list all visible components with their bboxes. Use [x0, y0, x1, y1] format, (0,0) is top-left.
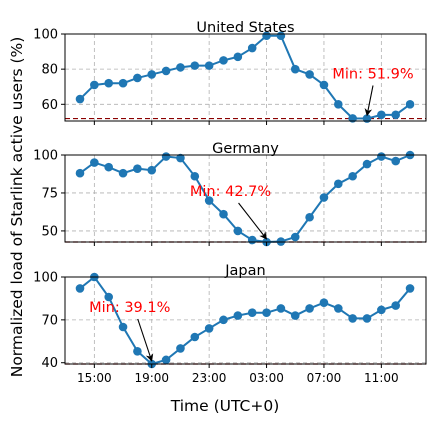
- data-point: [362, 314, 372, 323]
- data-point: [233, 52, 243, 62]
- data-point: [377, 110, 386, 120]
- data-point: [204, 61, 214, 70]
- y-tick-label: 40: [41, 356, 58, 371]
- panel-title: Germany: [212, 141, 279, 157]
- data-point: [247, 43, 257, 53]
- min-annotation-arrow: [137, 318, 154, 362]
- series-line: [79, 275, 411, 366]
- data-point: [161, 355, 171, 365]
- data-point: [190, 332, 200, 342]
- data-point: [362, 159, 372, 169]
- axes-frame: [64, 154, 427, 243]
- x-tick-label: 07:00: [307, 371, 342, 385]
- data-point: [247, 235, 257, 245]
- data-point: [290, 64, 300, 74]
- data-point: [118, 168, 128, 178]
- data-point: [319, 80, 329, 90]
- data-point: [118, 78, 128, 88]
- min-annotation-label: Min: 42.7%: [190, 184, 271, 200]
- axes-frame: [64, 276, 427, 365]
- data-point: [262, 308, 271, 318]
- data-point: [377, 152, 386, 161]
- data-point: [290, 311, 300, 320]
- data-point: [319, 298, 329, 308]
- min-annotation-arrow: [364, 85, 374, 117]
- data-point: [90, 158, 99, 167]
- data-point: [219, 56, 228, 65]
- data-point: [348, 171, 357, 181]
- min-annotation-label: Min: 39.1%: [89, 300, 170, 316]
- data-point: [176, 63, 185, 72]
- data-point: [147, 165, 157, 175]
- data-point: [391, 301, 401, 310]
- chart-panels: 60 80 100 United States Min: 51.9% 50 75 100 Ger…: [33, 20, 427, 385]
- data-point: [75, 94, 85, 104]
- panel-japan: 40 70 100 15:00 19:00 23:00 03:00 07:00 11:00 Jap…: [33, 263, 427, 385]
- y-tick-label: 80: [41, 63, 58, 78]
- panel-united-states: 60 80 100 United States Min: 51.9%: [33, 20, 427, 125]
- data-point: [405, 100, 415, 109]
- y-tick-label: 100: [33, 271, 58, 286]
- data-point: [176, 344, 185, 353]
- x-tick-label: 11:00: [364, 371, 399, 385]
- data-point: [75, 168, 85, 178]
- data-point: [305, 304, 314, 313]
- data-point: [190, 61, 200, 70]
- data-point: [334, 304, 343, 313]
- y-tick-label: 50: [41, 224, 58, 239]
- data-point: [133, 164, 142, 173]
- panel-title: Japan: [224, 263, 265, 279]
- data-point: [405, 284, 415, 293]
- data-point: [161, 152, 171, 161]
- data-point: [219, 315, 228, 325]
- data-point: [319, 193, 329, 202]
- y-axis-label: Normalized load of Starlink active users…: [8, 37, 26, 378]
- data-point: [204, 324, 214, 333]
- data-point: [161, 66, 171, 76]
- data-point: [90, 80, 99, 90]
- min-annotation-arrow: [238, 202, 268, 240]
- panel-title: United States: [196, 20, 294, 36]
- y-tick-label: 100: [33, 28, 58, 43]
- y-tick-label: 100: [33, 149, 58, 164]
- data-point: [348, 314, 357, 323]
- data-point: [305, 70, 314, 79]
- panel-germany: 50 75 100 Germany Min: 42.7%: [33, 141, 427, 247]
- data-point: [391, 156, 401, 166]
- x-tick-label: 19:00: [134, 371, 169, 385]
- data-point: [233, 311, 243, 320]
- data-point: [176, 153, 185, 163]
- y-tick-label: 75: [41, 186, 58, 201]
- data-point: [104, 162, 113, 172]
- data-point: [133, 346, 142, 356]
- data-point: [219, 209, 228, 219]
- data-point: [305, 212, 314, 222]
- data-point: [276, 304, 286, 313]
- x-tick-label: 15:00: [77, 371, 112, 385]
- data-point: [104, 292, 113, 302]
- x-axis-label: Time (UTC+0): [170, 397, 280, 415]
- data-point: [334, 100, 343, 109]
- data-point: [391, 110, 401, 120]
- x-tick-label: 03:00: [249, 371, 284, 385]
- data-point: [147, 70, 157, 79]
- data-point: [334, 179, 343, 189]
- data-point: [290, 232, 300, 242]
- data-point: [133, 73, 142, 83]
- min-annotation-label: Min: 51.9%: [332, 67, 413, 83]
- axes-frame: [64, 33, 427, 122]
- data-point: [75, 284, 85, 293]
- data-point: [377, 305, 386, 315]
- data-point: [190, 171, 200, 181]
- data-point: [247, 308, 257, 318]
- y-tick-label: 70: [41, 313, 58, 328]
- data-point: [204, 196, 214, 205]
- data-point: [118, 322, 128, 332]
- data-point: [233, 226, 243, 236]
- y-tick-label: 60: [41, 98, 58, 113]
- x-tick-label: 23:00: [192, 371, 227, 385]
- data-point: [104, 78, 113, 88]
